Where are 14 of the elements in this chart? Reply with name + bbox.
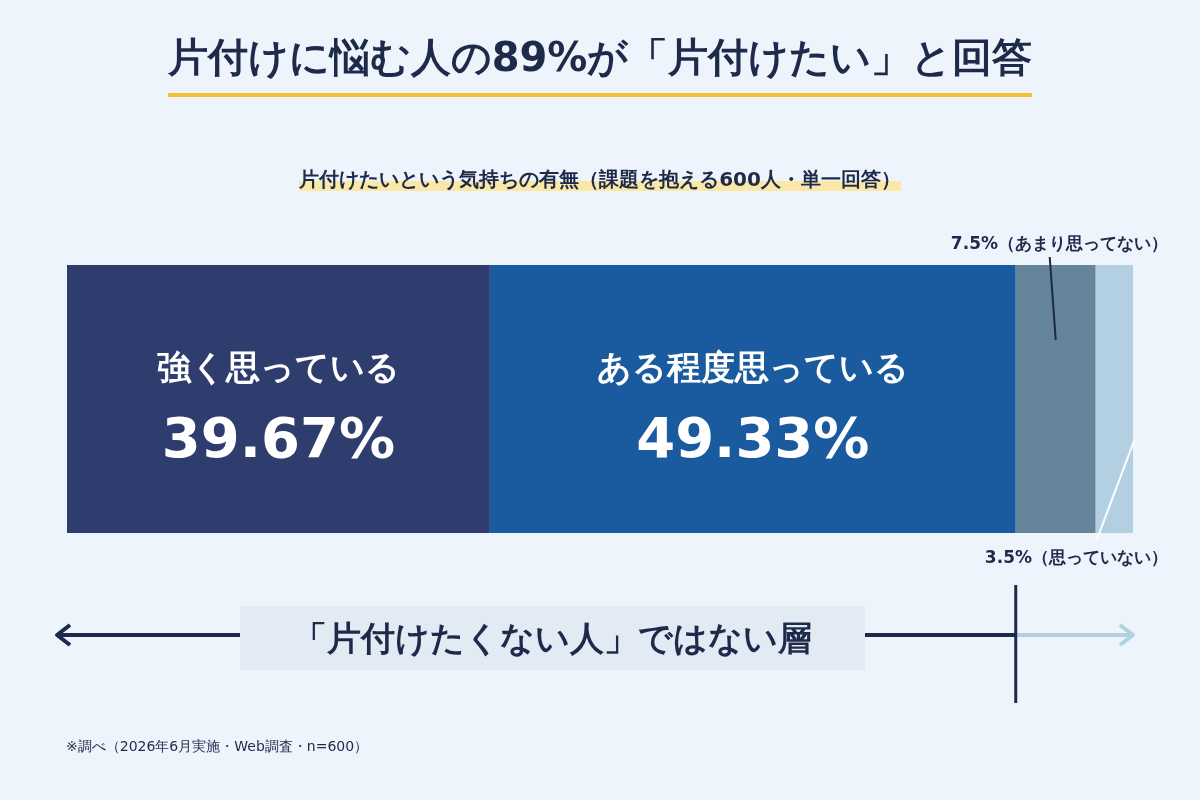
text: ※調べ（2026年6月実施・Web調査・n=600） xyxy=(66,738,369,756)
bar xyxy=(67,265,490,533)
chart-title: 片付けに悩む人の89%が「片付けたい」と回答 xyxy=(167,30,1033,97)
data-label: 39.67% xyxy=(161,405,396,470)
bar xyxy=(489,265,1016,533)
bar xyxy=(1095,265,1133,533)
series-label: ある程度思っている xyxy=(596,347,909,387)
bar xyxy=(1015,265,1096,533)
chart-subtitle: 片付けたいという気持ちの有無（課題を抱える600人・単一回答） xyxy=(299,167,901,191)
data-label: 3.5%（思っていない） xyxy=(984,547,1168,567)
series-label: 強く思っている xyxy=(156,347,400,387)
text: 「片付けたくない人」ではない層 xyxy=(240,606,865,670)
data-label: 7.5%（あまり思ってない） xyxy=(950,233,1168,253)
data-label: 49.33% xyxy=(636,405,870,470)
